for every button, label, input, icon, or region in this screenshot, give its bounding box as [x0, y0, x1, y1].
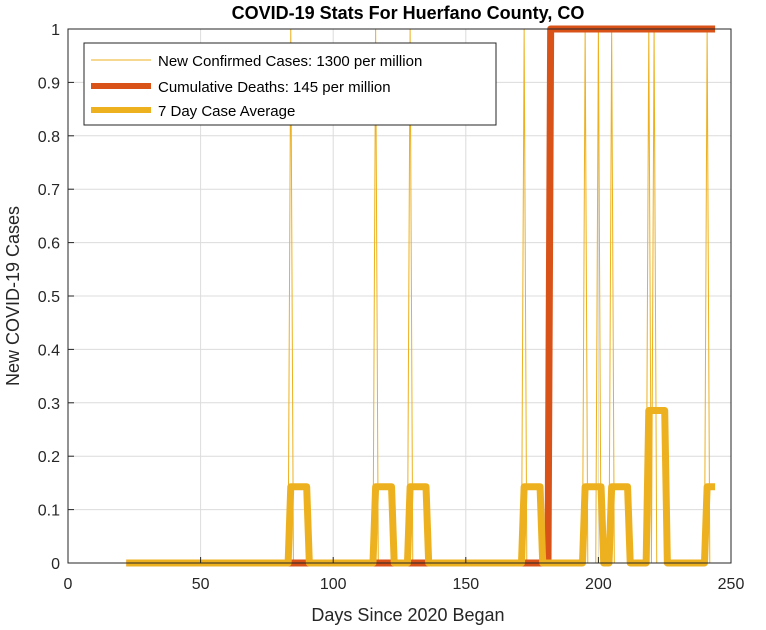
- x-tick-label: 200: [585, 576, 612, 593]
- y-tick-label: 0.4: [38, 342, 60, 359]
- x-tick-label: 100: [320, 576, 347, 593]
- seven-day-average-line: [126, 406, 716, 567]
- legend-label-deaths: Cumulative Deaths: 145 per million: [158, 79, 391, 96]
- legend: New Confirmed Cases: 1300 per million Cu…: [83, 42, 497, 126]
- x-tick-label: 150: [452, 576, 479, 593]
- y-tick-label: 0.6: [38, 236, 60, 253]
- x-tick-label: 0: [64, 576, 73, 593]
- y-tick-label: 0.5: [38, 289, 60, 306]
- x-tick-label: 50: [192, 576, 210, 593]
- legend-label-new-cases: New Confirmed Cases: 1300 per million: [158, 53, 422, 70]
- x-axis-ticks: 0 50 100 150 200 250: [64, 557, 745, 593]
- legend-box: [83, 42, 497, 126]
- y-tick-label: 0: [51, 556, 60, 573]
- chart-title: COVID-19 Stats For Huerfano County, CO: [232, 3, 585, 23]
- y-tick-label: 0.1: [38, 503, 60, 520]
- y-tick-label: 0.2: [38, 449, 60, 466]
- y-tick-label: 0.9: [38, 75, 60, 92]
- y-axis-label: New COVID-19 Cases: [3, 206, 23, 386]
- x-axis-label: Days Since 2020 Began: [311, 605, 504, 625]
- y-tick-label: 0.7: [38, 182, 60, 199]
- x-tick-label: 250: [718, 576, 745, 593]
- y-tick-label: 0.3: [38, 396, 60, 413]
- y-tick-label: 0.8: [38, 129, 60, 146]
- y-axis-ticks: 0 0.1 0.2 0.3 0.4 0.5 0.6 0.7 0.8 0.9 1: [38, 22, 74, 573]
- legend-label-7day-average: 7 Day Case Average: [158, 103, 295, 120]
- y-tick-label: 1: [51, 22, 60, 39]
